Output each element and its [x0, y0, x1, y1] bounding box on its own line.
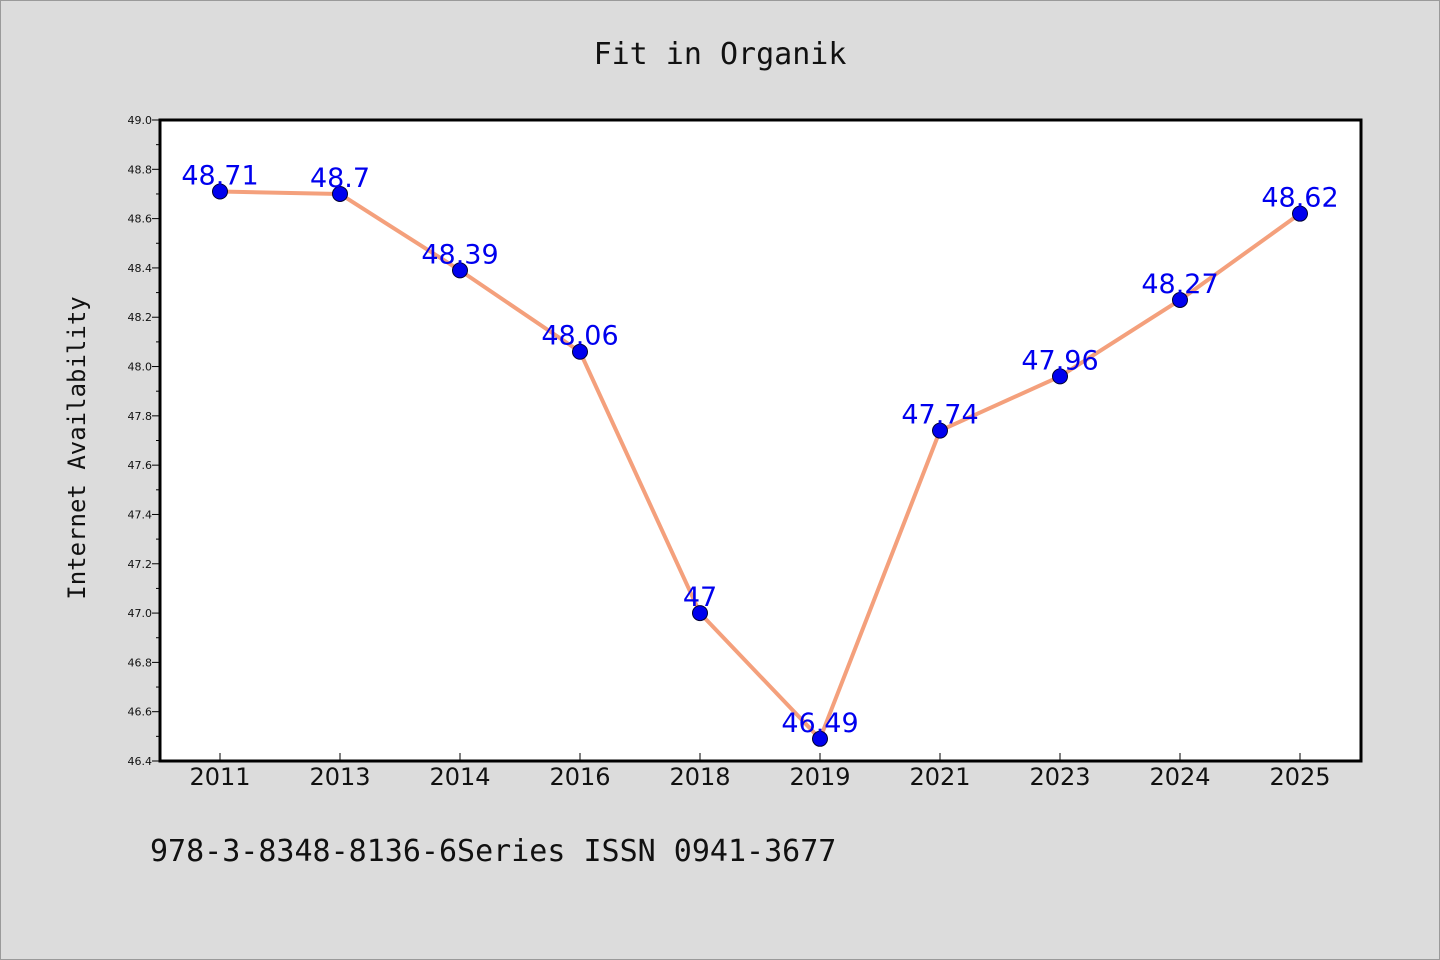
y-tick-label: 48.6	[128, 213, 153, 226]
y-tick-label: 48.2	[128, 311, 153, 324]
data-point	[572, 343, 588, 360]
y-tick-label: 48.0	[128, 361, 153, 374]
x-tick-label: 2023	[1029, 763, 1090, 791]
data-label: 48.06	[541, 321, 618, 352]
data-label: 47.96	[1021, 345, 1098, 376]
plot-area	[158, 118, 1363, 763]
x-axis: 2011 2013 2014 2016 2018 2019 2021 2023 2024 2025	[189, 753, 1331, 791]
series-line-group: 48.71 48.7 48.39 48.06 47 46.49 47.74 47.96 48.2…	[181, 160, 1339, 747]
data-point	[932, 422, 948, 439]
x-tick-label: 2011	[189, 763, 250, 791]
data-label: 48.71	[181, 160, 258, 191]
series-line	[218, 189, 1302, 741]
footnote: 978-3-8348-8136-6Series ISSN 0941-3677	[150, 834, 837, 869]
y-tick-label: 47.0	[128, 607, 153, 620]
y-axis: 46.4 46.6 46.8 47.0 47.2 47.4 47.6 47.8 48.0 48.2…	[128, 114, 160, 768]
y-tick-label: 47.2	[128, 558, 153, 571]
y-tick-label: 47.8	[128, 410, 153, 423]
x-tick-label: 2024	[1149, 763, 1210, 791]
data-label: 48.27	[1141, 269, 1218, 300]
x-tick-label: 2014	[429, 763, 490, 791]
y-tick-label: 48.8	[128, 163, 153, 176]
data-point	[212, 183, 228, 200]
data-label: 47.74	[901, 400, 978, 431]
y-tick-label: 46.8	[128, 656, 153, 669]
x-tick-label: 2018	[669, 763, 730, 791]
data-label: 46.49	[781, 708, 858, 739]
y-tick-label: 46.6	[128, 706, 153, 719]
x-tick-label: 2013	[309, 763, 370, 791]
x-tick-label: 2019	[789, 763, 850, 791]
data-point	[1052, 368, 1068, 385]
data-point	[812, 730, 828, 747]
data-label: 47	[683, 582, 717, 613]
y-tick-label: 47.4	[128, 508, 153, 521]
chart-title: Fit in Organik	[594, 37, 847, 72]
data-label: 48.7	[310, 163, 370, 194]
y-axis-label: Internet Availability	[63, 296, 91, 599]
data-point	[332, 185, 348, 202]
y-tick-label: 47.6	[128, 459, 153, 472]
x-tick-label: 2025	[1269, 763, 1330, 791]
y-tick-label: 48.4	[128, 262, 153, 275]
data-point	[1292, 205, 1308, 222]
data-point	[452, 262, 468, 279]
y-tick-label: 46.4	[128, 755, 153, 768]
x-tick-label: 2021	[909, 763, 970, 791]
y-tick-label: 49.0	[128, 114, 153, 127]
data-point	[692, 605, 708, 622]
data-point	[1172, 291, 1188, 308]
x-tick-label: 2016	[549, 763, 610, 791]
data-label: 48.39	[421, 239, 498, 270]
data-label: 48.62	[1261, 183, 1338, 214]
